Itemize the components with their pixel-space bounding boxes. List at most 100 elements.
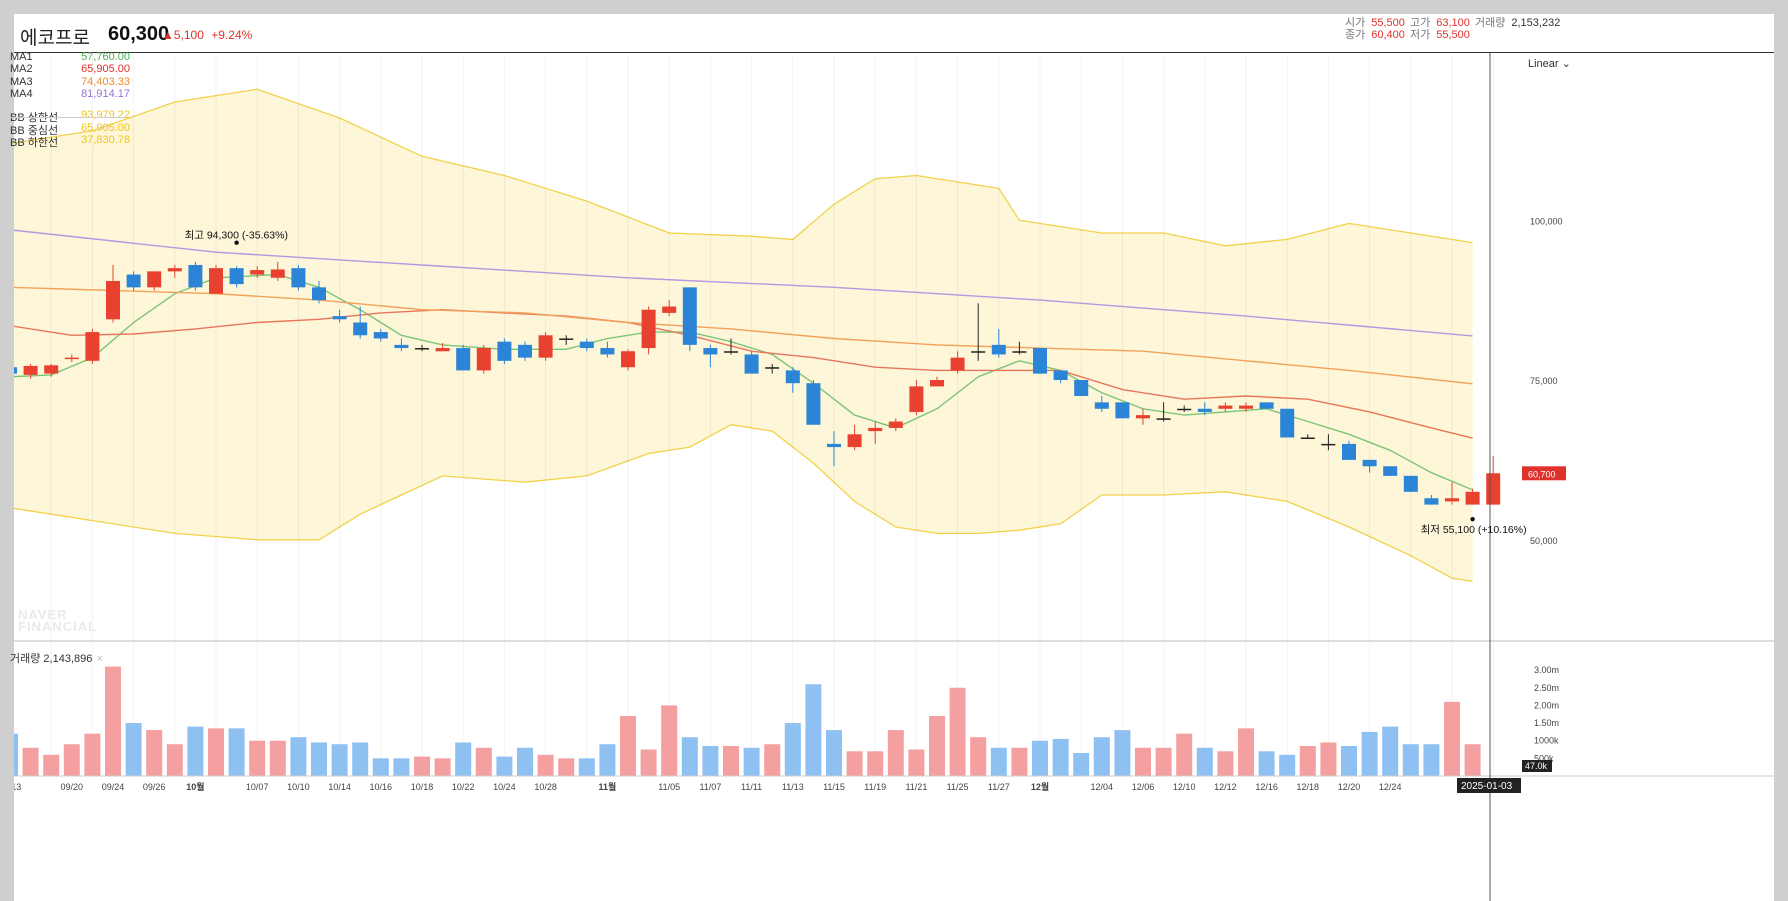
volume-bar — [537, 754, 554, 776]
candle — [1362, 459, 1377, 467]
stat-close: 종가 60,400 — [1345, 29, 1405, 41]
candle — [682, 287, 697, 345]
volume-bar — [681, 737, 698, 776]
bb-upper-line — [14, 88, 1473, 247]
stock-price: 60,300 — [108, 23, 170, 45]
scale-type-button[interactable]: Linear ⌄ — [1528, 58, 1571, 70]
volume-bar — [84, 733, 101, 776]
stat-high: 고가 63,100 — [1410, 17, 1470, 29]
ma-line-ma3 — [14, 286, 1473, 385]
candle — [1486, 473, 1501, 505]
candle — [1197, 408, 1212, 412]
legend-label: BB 중심선 — [10, 124, 59, 137]
x-tick-label: 11/13 — [782, 782, 804, 792]
cursor-date-label: 2025-01-03 — [1461, 781, 1513, 792]
candle — [1445, 498, 1459, 502]
candle — [1218, 405, 1233, 409]
candle — [847, 434, 862, 448]
candle — [1259, 402, 1274, 409]
x-tick-label: 12/20 — [1338, 782, 1361, 792]
current-price-label: 60,700 — [1528, 469, 1556, 479]
volume-bar — [1382, 726, 1399, 776]
x-tick-label: 10/16 — [370, 782, 393, 792]
volume-bar — [929, 715, 945, 776]
candle — [147, 271, 162, 288]
candle — [868, 427, 883, 432]
volume-bar — [414, 756, 430, 776]
candle — [991, 344, 1006, 355]
legend-value: 65,905.00 — [81, 121, 130, 134]
bollinger-band-area — [14, 89, 1473, 582]
naver-financial-watermark: NAVER FINANCIAL — [18, 607, 98, 634]
ma-line-ma2 — [14, 308, 1473, 439]
volume-bar — [22, 747, 39, 776]
volume-bar — [1402, 744, 1419, 776]
x-tick-label: 11월 — [599, 781, 617, 792]
x-tick-label: 10/28 — [534, 782, 557, 792]
candle — [744, 354, 759, 374]
candle — [703, 348, 718, 355]
volume-bar — [908, 749, 925, 776]
volume-bar — [1114, 730, 1131, 776]
volume-bar — [805, 684, 822, 776]
legend-value: 93,979.22 — [81, 109, 130, 122]
last-volume-label: 47.0k — [1525, 761, 1548, 771]
candle — [312, 287, 326, 301]
candle — [85, 332, 100, 361]
candle — [14, 367, 17, 374]
candle — [1383, 466, 1398, 476]
candle — [518, 344, 532, 358]
volume-bar — [1011, 747, 1028, 776]
close-icon[interactable]: × — [96, 653, 103, 665]
stock-name: 에코프로 — [20, 28, 90, 49]
volume-bar — [1032, 740, 1048, 776]
candle — [1136, 415, 1150, 419]
annotation-dot — [1470, 516, 1475, 522]
price-chart[interactable]: 50,000 75,000 100,000 500k 1000k 1.50m 2.00m 2.… — [14, 14, 1774, 901]
volume-bar — [1258, 751, 1275, 776]
volume-bar — [1299, 745, 1316, 776]
candle — [1403, 475, 1418, 492]
volume-tick-label: 2.00m — [1534, 700, 1559, 710]
volume-bar — [1073, 753, 1090, 776]
candle — [1033, 348, 1047, 374]
volume-bar — [1196, 747, 1213, 776]
volume-bar — [14, 733, 18, 776]
x-tick-label: 10/10 — [287, 782, 310, 792]
volume-bar — [372, 758, 389, 776]
high-annotation: 최고 94,300 (-35.63%) — [185, 230, 288, 242]
volume-tick-label: 2.50m — [1534, 683, 1559, 693]
candle — [1177, 408, 1192, 411]
candle — [209, 268, 223, 294]
volume-tick-label: 3.00m — [1534, 665, 1559, 675]
volume-bar — [1279, 754, 1296, 776]
candle — [1115, 402, 1130, 419]
volume-bar — [331, 744, 348, 776]
volume-bar — [887, 730, 904, 776]
x-tick-label: 11/07 — [699, 782, 721, 792]
volume-bar — [743, 747, 760, 776]
candle — [250, 270, 265, 275]
candle — [188, 264, 203, 288]
x-tick-label: 12월 — [1031, 781, 1049, 792]
volume-bar — [640, 749, 657, 776]
x-tick-label: 12/18 — [1297, 782, 1320, 792]
volume-bar — [578, 758, 595, 776]
candle — [559, 338, 574, 340]
candle — [1321, 443, 1336, 446]
candle — [23, 365, 38, 375]
candle — [497, 341, 512, 361]
candle — [435, 348, 450, 352]
candle — [373, 332, 388, 339]
x-tick-label: 09/26 — [143, 782, 166, 792]
candle — [1094, 402, 1109, 409]
volume-bar — [249, 740, 266, 776]
volume-bar — [1444, 701, 1460, 776]
volume-bar — [1176, 733, 1193, 776]
candle — [44, 365, 59, 374]
candle — [1074, 380, 1089, 396]
volume-bar — [393, 758, 410, 776]
price-tick-label: 100,000 — [1530, 216, 1563, 226]
stat-open: 시가 55,500 — [1345, 17, 1405, 29]
legend-divider — [10, 117, 126, 118]
